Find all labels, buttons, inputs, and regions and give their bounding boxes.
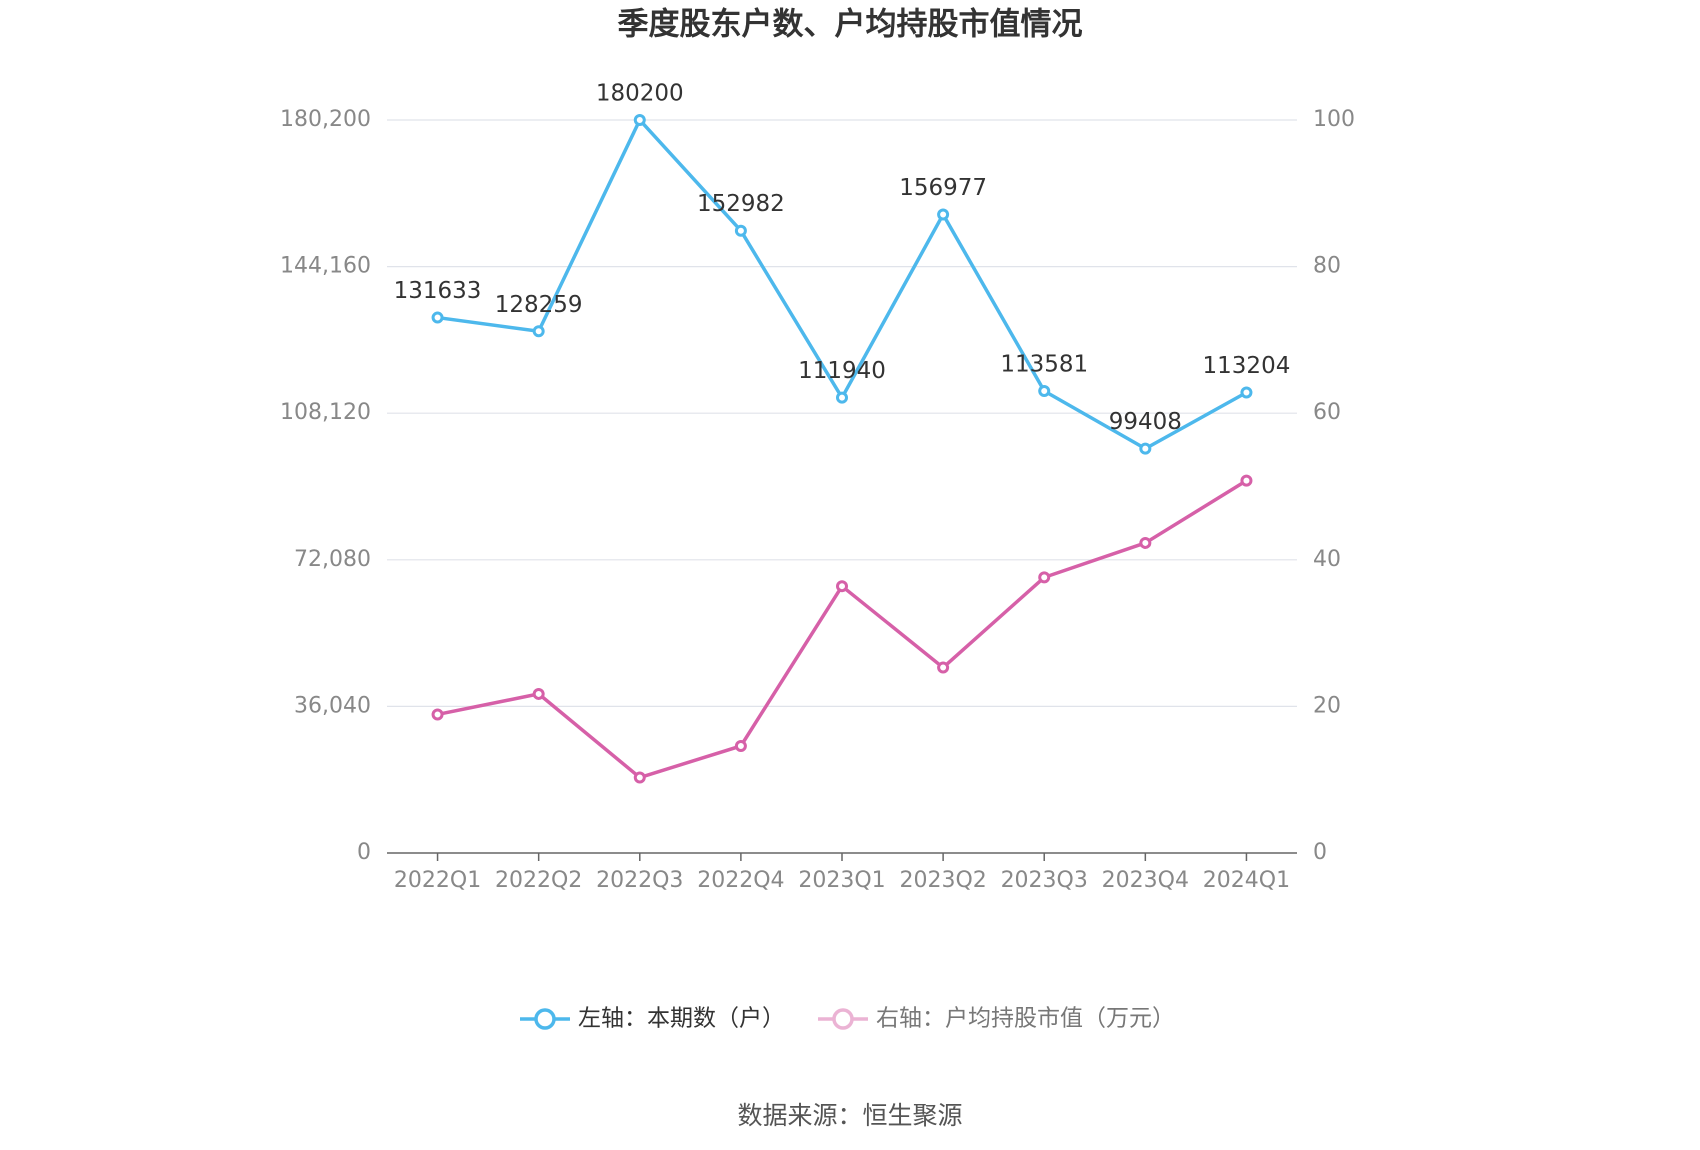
x-tick-label: 2023Q2	[899, 868, 986, 893]
source-note: 数据来源：恒生聚源	[737, 1101, 962, 1130]
y-tick-label: 36,040	[294, 693, 371, 718]
x-tick-label: 2024Q1	[1203, 868, 1290, 893]
data-point	[937, 208, 950, 221]
data-label: 99408	[1109, 409, 1182, 435]
data-point	[431, 708, 444, 721]
data-label: 180200	[596, 81, 684, 107]
data-point	[633, 771, 646, 784]
y-tick-label: 144,160	[280, 254, 371, 279]
x-tick-label: 2022Q1	[394, 868, 481, 893]
chart-title: 季度股东户数、户均持股市值情况	[618, 7, 1083, 43]
y2-tick-label: 100	[1313, 107, 1355, 132]
data-label: 111940	[798, 358, 886, 384]
data-point	[532, 325, 545, 338]
y-tick-label: 72,080	[294, 547, 371, 572]
y2-tick-label: 0	[1313, 840, 1327, 865]
data-point	[1139, 536, 1152, 549]
x-tick-label: 2023Q4	[1102, 868, 1189, 893]
data-point	[633, 114, 646, 126]
data-point	[836, 580, 848, 593]
legend-marker	[534, 1008, 556, 1030]
y2-tick-label: 40	[1313, 547, 1341, 572]
data-point	[937, 661, 950, 674]
y-tick-label: 180,200	[280, 107, 371, 132]
x-tick-label: 2022Q4	[697, 868, 784, 893]
x-tick-label: 2023Q3	[1001, 868, 1088, 893]
data-point	[431, 311, 444, 324]
y2-tick-label: 20	[1313, 693, 1341, 718]
data-point	[532, 687, 545, 700]
y-tick-label: 108,120	[280, 400, 371, 425]
data-point	[1038, 571, 1051, 584]
data-label: 128259	[495, 292, 583, 318]
x-tick-label: 2022Q3	[596, 868, 683, 893]
data-point	[734, 224, 747, 237]
x-tick-label: 2023Q1	[798, 868, 885, 893]
data-point	[1240, 474, 1253, 487]
series-line	[437, 479, 1248, 780]
data-point	[836, 391, 848, 404]
y2-tick-label: 80	[1313, 254, 1341, 279]
data-label: 113204	[1203, 353, 1291, 379]
data-label: 113581	[1000, 351, 1088, 377]
data-point	[1038, 384, 1051, 397]
data-label: 156977	[899, 175, 987, 201]
data-label: 152982	[697, 191, 785, 217]
y2-tick-label: 60	[1313, 400, 1341, 425]
data-point	[1139, 442, 1152, 455]
data-point	[1240, 386, 1253, 399]
legend-marker	[832, 1008, 854, 1030]
legend-label: 右轴：户均持股市值（万元）	[876, 1006, 1175, 1032]
y-tick-label: 0	[357, 840, 371, 865]
legend-label: 左轴：本期数（户）	[578, 1006, 785, 1032]
data-point	[734, 739, 747, 752]
x-tick-label: 2022Q2	[495, 868, 582, 893]
data-label: 131633	[394, 278, 482, 304]
